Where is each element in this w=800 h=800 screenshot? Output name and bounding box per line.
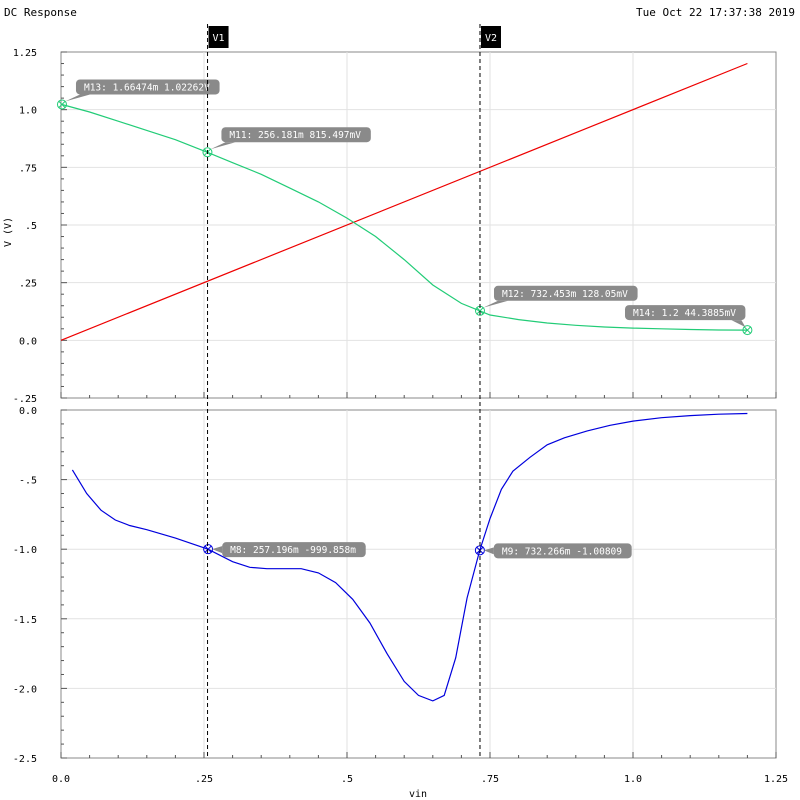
x-tick-label: 1.25 xyxy=(764,774,788,785)
x-tick-label: .25 xyxy=(195,774,213,785)
marker-label: M12: 732.453m 128.05mV xyxy=(502,289,628,300)
callout-box xyxy=(625,305,746,321)
x-tick-label: 0.0 xyxy=(52,774,70,785)
marker-label: M8: 257.196m -999.858m xyxy=(230,545,356,556)
x-tick-label: .75 xyxy=(481,774,499,785)
x-tick-label: 1.0 xyxy=(624,774,642,785)
callout-box xyxy=(493,285,638,301)
callout-pointer xyxy=(731,320,746,328)
marker-symbol[interactable] xyxy=(56,99,67,110)
y-tick-label: .5 xyxy=(25,221,37,232)
marker-cross xyxy=(204,545,212,553)
y-tick-label: 0.0 xyxy=(19,406,37,417)
callout-pointer xyxy=(482,300,508,308)
marker-callout[interactable]: M13: 1.66474m 1.02262V xyxy=(64,79,220,102)
marker-label: M14: 1.2 44.3885mV xyxy=(633,308,736,319)
cursor-tag[interactable] xyxy=(208,26,229,48)
marker-cross xyxy=(743,326,751,334)
y-tick-label: 1.25 xyxy=(13,48,37,59)
y-tick-label: -.5 xyxy=(19,476,37,487)
cursor-label: V1 xyxy=(213,33,225,44)
y-tick-label: .25 xyxy=(19,279,37,290)
marker-callout[interactable]: M8: 257.196m -999.858m xyxy=(212,542,366,558)
callout-box xyxy=(221,127,371,143)
x-tick-label: .5 xyxy=(341,774,353,785)
marker-callout[interactable]: M12: 732.453m 128.05mV xyxy=(482,285,638,308)
callout-box xyxy=(222,542,366,558)
x-axis-label: vin xyxy=(409,789,427,800)
callout-box xyxy=(493,543,632,559)
callout-pointer xyxy=(212,546,223,554)
callout-box xyxy=(75,79,220,95)
y-tick-label: -1.5 xyxy=(13,615,37,626)
y-tick-label: 1.0 xyxy=(19,106,37,117)
cursor-lines[interactable]: V1 V2 xyxy=(207,24,501,758)
callout-pointer xyxy=(64,94,90,102)
chart-title: DC Response xyxy=(4,6,77,19)
marker-cross xyxy=(476,307,484,315)
cursor-label: V2 xyxy=(485,33,497,44)
y-tick-label: 0.0 xyxy=(19,336,37,347)
y-tick-label: .75 xyxy=(19,163,37,174)
y-tick-label: -2.5 xyxy=(13,754,37,765)
y-axis-label-top: V (V) xyxy=(3,217,14,247)
marker-callout[interactable]: M11: 256.181m 815.497mV xyxy=(210,127,371,150)
marker-cross xyxy=(58,100,66,109)
series-line[interactable] xyxy=(71,412,748,702)
plot-frame xyxy=(60,409,777,759)
marker-symbol[interactable] xyxy=(202,147,213,158)
timestamp: Tue Oct 22 17:37:38 2019 xyxy=(636,6,795,19)
top-plot-panel[interactable]: -.25 0.0 .25 .5 .75 1.0 1.25 M13: 1.66474m 1.02… xyxy=(13,48,777,405)
callout-pointer xyxy=(483,547,494,555)
y-tick-label: -.25 xyxy=(13,394,37,405)
marker-callout[interactable]: M9: 732.266m -1.00809 xyxy=(483,543,632,559)
series-line[interactable] xyxy=(61,103,748,331)
marker-label: M9: 732.266m -1.00809 xyxy=(502,546,622,557)
series-line[interactable] xyxy=(60,62,748,341)
y-tick-label: -2.0 xyxy=(13,684,37,695)
marker-callout[interactable]: M14: 1.2 44.3885mV xyxy=(625,305,746,328)
callout-pointer xyxy=(210,142,236,150)
marker-label: M13: 1.66474m 1.02262V xyxy=(84,82,210,93)
marker-label: M11: 256.181m 815.497mV xyxy=(229,130,361,141)
y-tick-label: -1.0 xyxy=(13,545,37,556)
bottom-plot-panel[interactable]: -2.5 -2.0 -1.5 -1.0 -.5 0.0 0.0 .25 .5 .75 1.0 1.25… xyxy=(13,406,788,785)
cursor-tag[interactable] xyxy=(480,26,501,48)
marker-symbol[interactable] xyxy=(742,325,753,336)
